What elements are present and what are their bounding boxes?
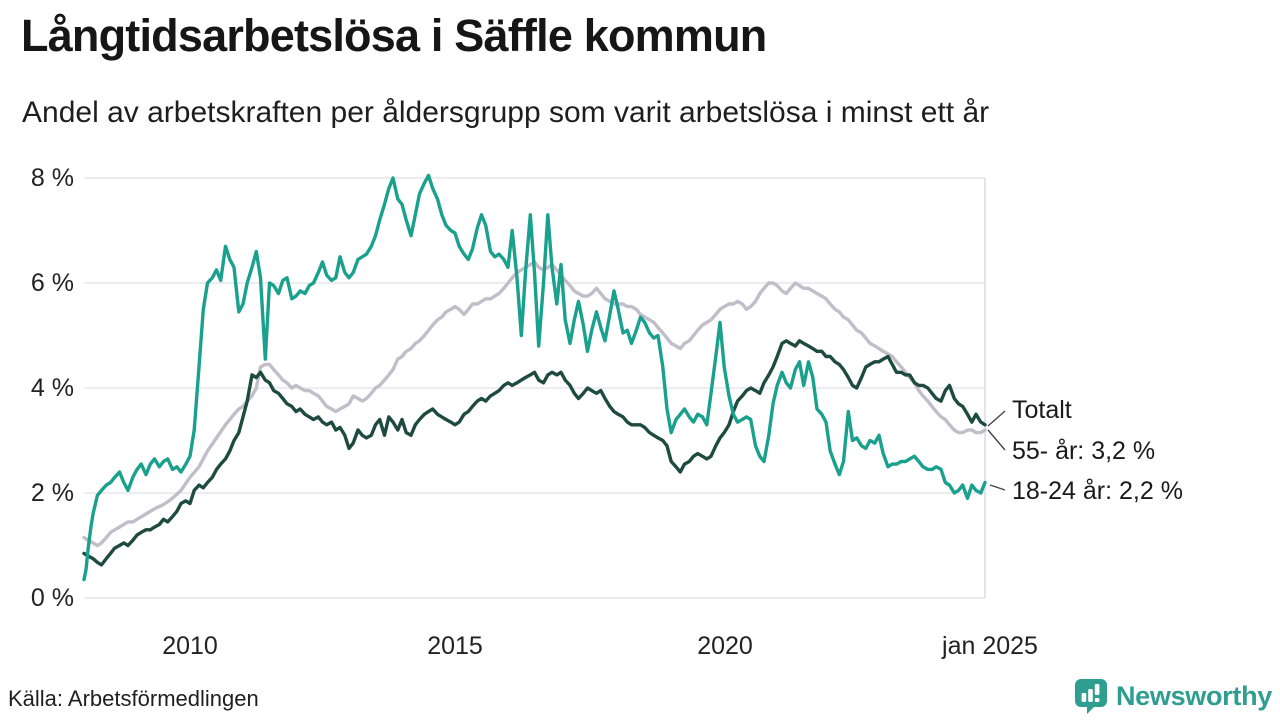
- chart-subtitle: Andel av arbetskraften per åldersgrupp s…: [22, 96, 990, 129]
- label-connectors: [987, 410, 1006, 491]
- series-line-totalt: [82, 339, 987, 567]
- source-credit: Källa: Arbetsförmedlingen: [8, 686, 259, 711]
- x-axis-label-2015: 2015: [427, 632, 483, 660]
- y-axis-label-6: 6 %: [30, 269, 74, 297]
- x-axis-label-jan-2025: jan 2025: [942, 632, 1038, 660]
- series-label-55-ar: 55- år: 3,2 %: [1012, 437, 1156, 465]
- x-axis-label-2010: 2010: [162, 632, 218, 660]
- connector-totalt: [987, 410, 1006, 427]
- line-chart: [82, 173, 1006, 599]
- newsworthy-logo: Newsworthy: [1073, 677, 1272, 715]
- y-axis-label-8: 8 %: [30, 164, 74, 192]
- newsworthy-pin-barchart-icon: [1073, 677, 1109, 715]
- gridlines: [84, 177, 986, 599]
- newsworthy-wordmark: Newsworthy: [1115, 680, 1272, 711]
- series-label-totalt: Totalt: [1012, 396, 1072, 424]
- series-lines: [82, 173, 987, 582]
- connector-18-24-ar: [989, 484, 1006, 491]
- series-line-55-ar: [82, 260, 987, 548]
- connector-55-ar: [987, 429, 1006, 451]
- series-line-18-24-ar: [82, 173, 987, 582]
- y-axis-label-0: 0 %: [30, 584, 74, 612]
- y-axis-label-2: 2 %: [30, 479, 74, 507]
- x-axis-label-2020: 2020: [697, 632, 753, 660]
- page-title: Långtidsarbetslösa i Säffle kommun: [21, 10, 767, 61]
- series-label-18-24-ar: 18-24 år: 2,2 %: [1012, 477, 1183, 505]
- y-axis-label-4: 4 %: [30, 374, 74, 402]
